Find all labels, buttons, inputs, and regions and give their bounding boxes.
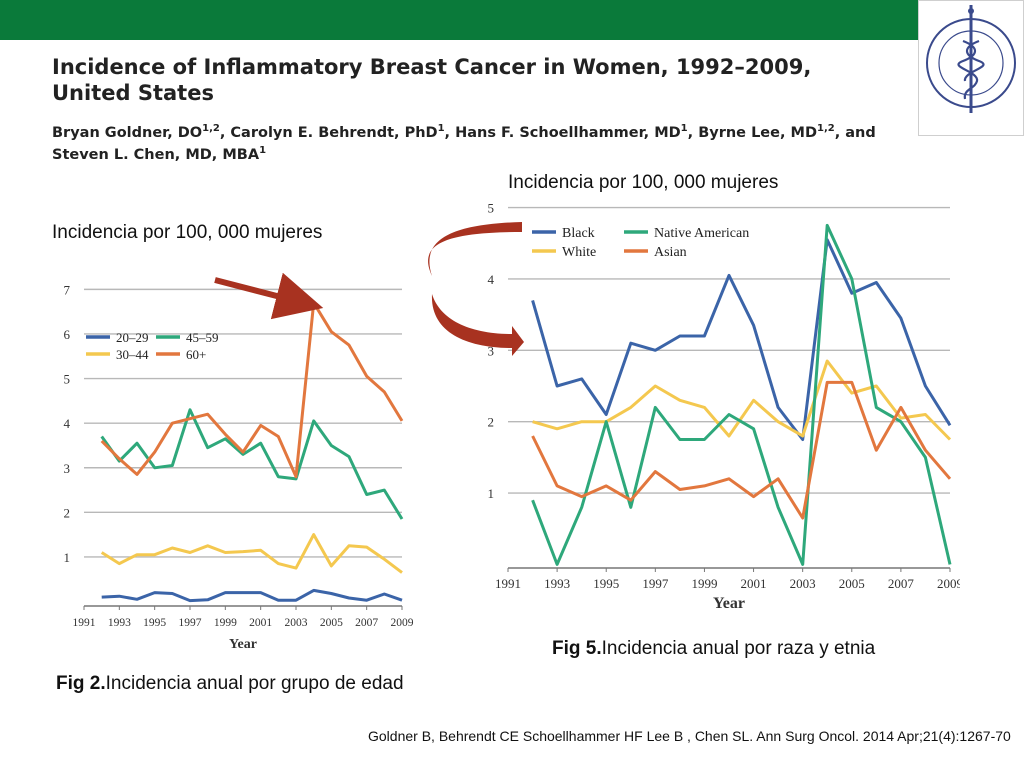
top-bar [0, 0, 1024, 40]
author-name: Bryan Goldner, DO [52, 124, 203, 141]
series-line-black [531, 238, 952, 441]
author-separator: , [444, 124, 456, 141]
institution-logo [918, 0, 1024, 136]
legend-label: 20–29 [116, 330, 149, 345]
curved-arrow-top-icon [428, 222, 522, 276]
series-line-30-44 [100, 533, 403, 574]
caduceus-seal-icon [926, 5, 1016, 113]
author-name: Steven L. Chen, MD, MBA [52, 146, 260, 163]
x-tick-label: 2003 [285, 617, 308, 629]
fig2-caption: Fig 2.Incidencia anual por grupo de edad [56, 673, 404, 695]
author-name: Carolyn E. Behrendt, PhD [230, 124, 438, 141]
author-affiliation: 1 [259, 144, 267, 156]
fig5-caption-label: Fig 5. [552, 638, 602, 659]
y-tick-label: 6 [64, 327, 71, 342]
x-tick-label: 1991 [495, 576, 521, 591]
curved-arrow-bottom-icon [431, 294, 524, 356]
left-yaxis-heading: Incidencia por 100, 000 mujeres [52, 222, 323, 243]
y-tick-label: 2 [64, 505, 71, 520]
author-name: Byrne Lee, MD [698, 124, 817, 141]
x-tick-label: 1993 [544, 576, 570, 591]
x-axis-title: Year [229, 637, 257, 652]
fig5-caption: Fig 5.Incidencia anual por raza y etnia [552, 638, 875, 660]
author-affiliation: 1,2 [817, 123, 835, 134]
paper-title: Incidence of Inflammatory Breast Cancer … [52, 54, 932, 106]
x-tick-label: 1997 [179, 617, 202, 629]
author-name: Hans F. Schoellhammer, MD [455, 124, 681, 141]
legend-label: White [562, 245, 596, 260]
x-tick-label: 2009 [937, 576, 960, 591]
y-tick-label: 5 [64, 372, 71, 387]
series-line-60- [100, 301, 404, 479]
right-yaxis-heading: Incidencia por 100, 000 mujeres [508, 172, 779, 193]
x-tick-label: 1995 [143, 617, 166, 629]
legend-label: Native American [654, 226, 749, 241]
x-tick-label: 2007 [888, 576, 915, 591]
legend-label: Asian [654, 245, 687, 260]
author-separator: , and [834, 124, 876, 141]
legend-label: 60+ [186, 347, 206, 362]
title-line-1: Incidence of Inflammatory Breast Cancer … [52, 55, 812, 79]
y-tick-label: 7 [64, 282, 71, 297]
x-tick-label: 1999 [214, 617, 237, 629]
x-tick-label: 2009 [391, 617, 414, 629]
author-affiliation: 1,2 [202, 123, 220, 134]
x-tick-label: 2001 [741, 576, 767, 591]
series-line-white [532, 359, 952, 441]
series-line-45-59 [100, 408, 404, 520]
fig2-caption-text: Incidencia anual por grupo de edad [105, 673, 404, 694]
y-tick-label: 2 [488, 415, 495, 430]
author-affiliation: 1 [437, 123, 445, 134]
y-tick-label: 4 [488, 272, 495, 287]
citation-reference: Goldner B, Behrendt CE Schoellhammer HF … [368, 728, 1011, 744]
series-line-asian [531, 380, 952, 520]
highlight-arrows [214, 222, 524, 356]
legend-label: 30–44 [116, 347, 149, 362]
x-tick-label: 1999 [691, 576, 717, 591]
x-tick-label: 1995 [593, 576, 619, 591]
fig2-caption-label: Fig 2. [56, 673, 106, 694]
y-tick-label: 1 [488, 486, 495, 501]
x-tick-label: 2005 [839, 576, 865, 591]
x-tick-label: 2005 [320, 617, 343, 629]
x-tick-label: 1991 [73, 617, 96, 629]
x-axis-title: Year [713, 595, 745, 612]
x-tick-label: 1997 [642, 576, 669, 591]
y-tick-label: 1 [64, 550, 71, 565]
legend-label: Black [562, 226, 595, 241]
x-tick-label: 2003 [790, 576, 816, 591]
series-line-native-american [531, 223, 952, 566]
title-line-2: United States [52, 81, 214, 105]
author-affiliation: 1 [680, 123, 688, 134]
y-tick-label: 3 [64, 461, 71, 476]
x-tick-label: 2007 [355, 617, 378, 629]
x-tick-label: 1993 [108, 617, 131, 629]
author-separator: , [687, 124, 699, 141]
author-separator: , [219, 124, 231, 141]
straight-arrow-icon [214, 272, 324, 320]
x-tick-label: 2001 [249, 617, 272, 629]
y-tick-label: 5 [488, 201, 495, 216]
series-line-20-29 [101, 588, 403, 603]
legend-label: 45–59 [186, 330, 219, 345]
race-ethnicity-line-chart: 1 2 3 4 5 1991 1993 1995 1997 1999 2001 2003 2005 200… [488, 201, 961, 612]
y-tick-label: 4 [64, 416, 71, 431]
y-tick-label: 3 [488, 343, 495, 358]
fig5-caption-text: Incidencia anual por raza y etnia [601, 638, 876, 659]
author-list: Bryan Goldner, DO1,2, Carolyn E. Behrend… [52, 120, 932, 164]
